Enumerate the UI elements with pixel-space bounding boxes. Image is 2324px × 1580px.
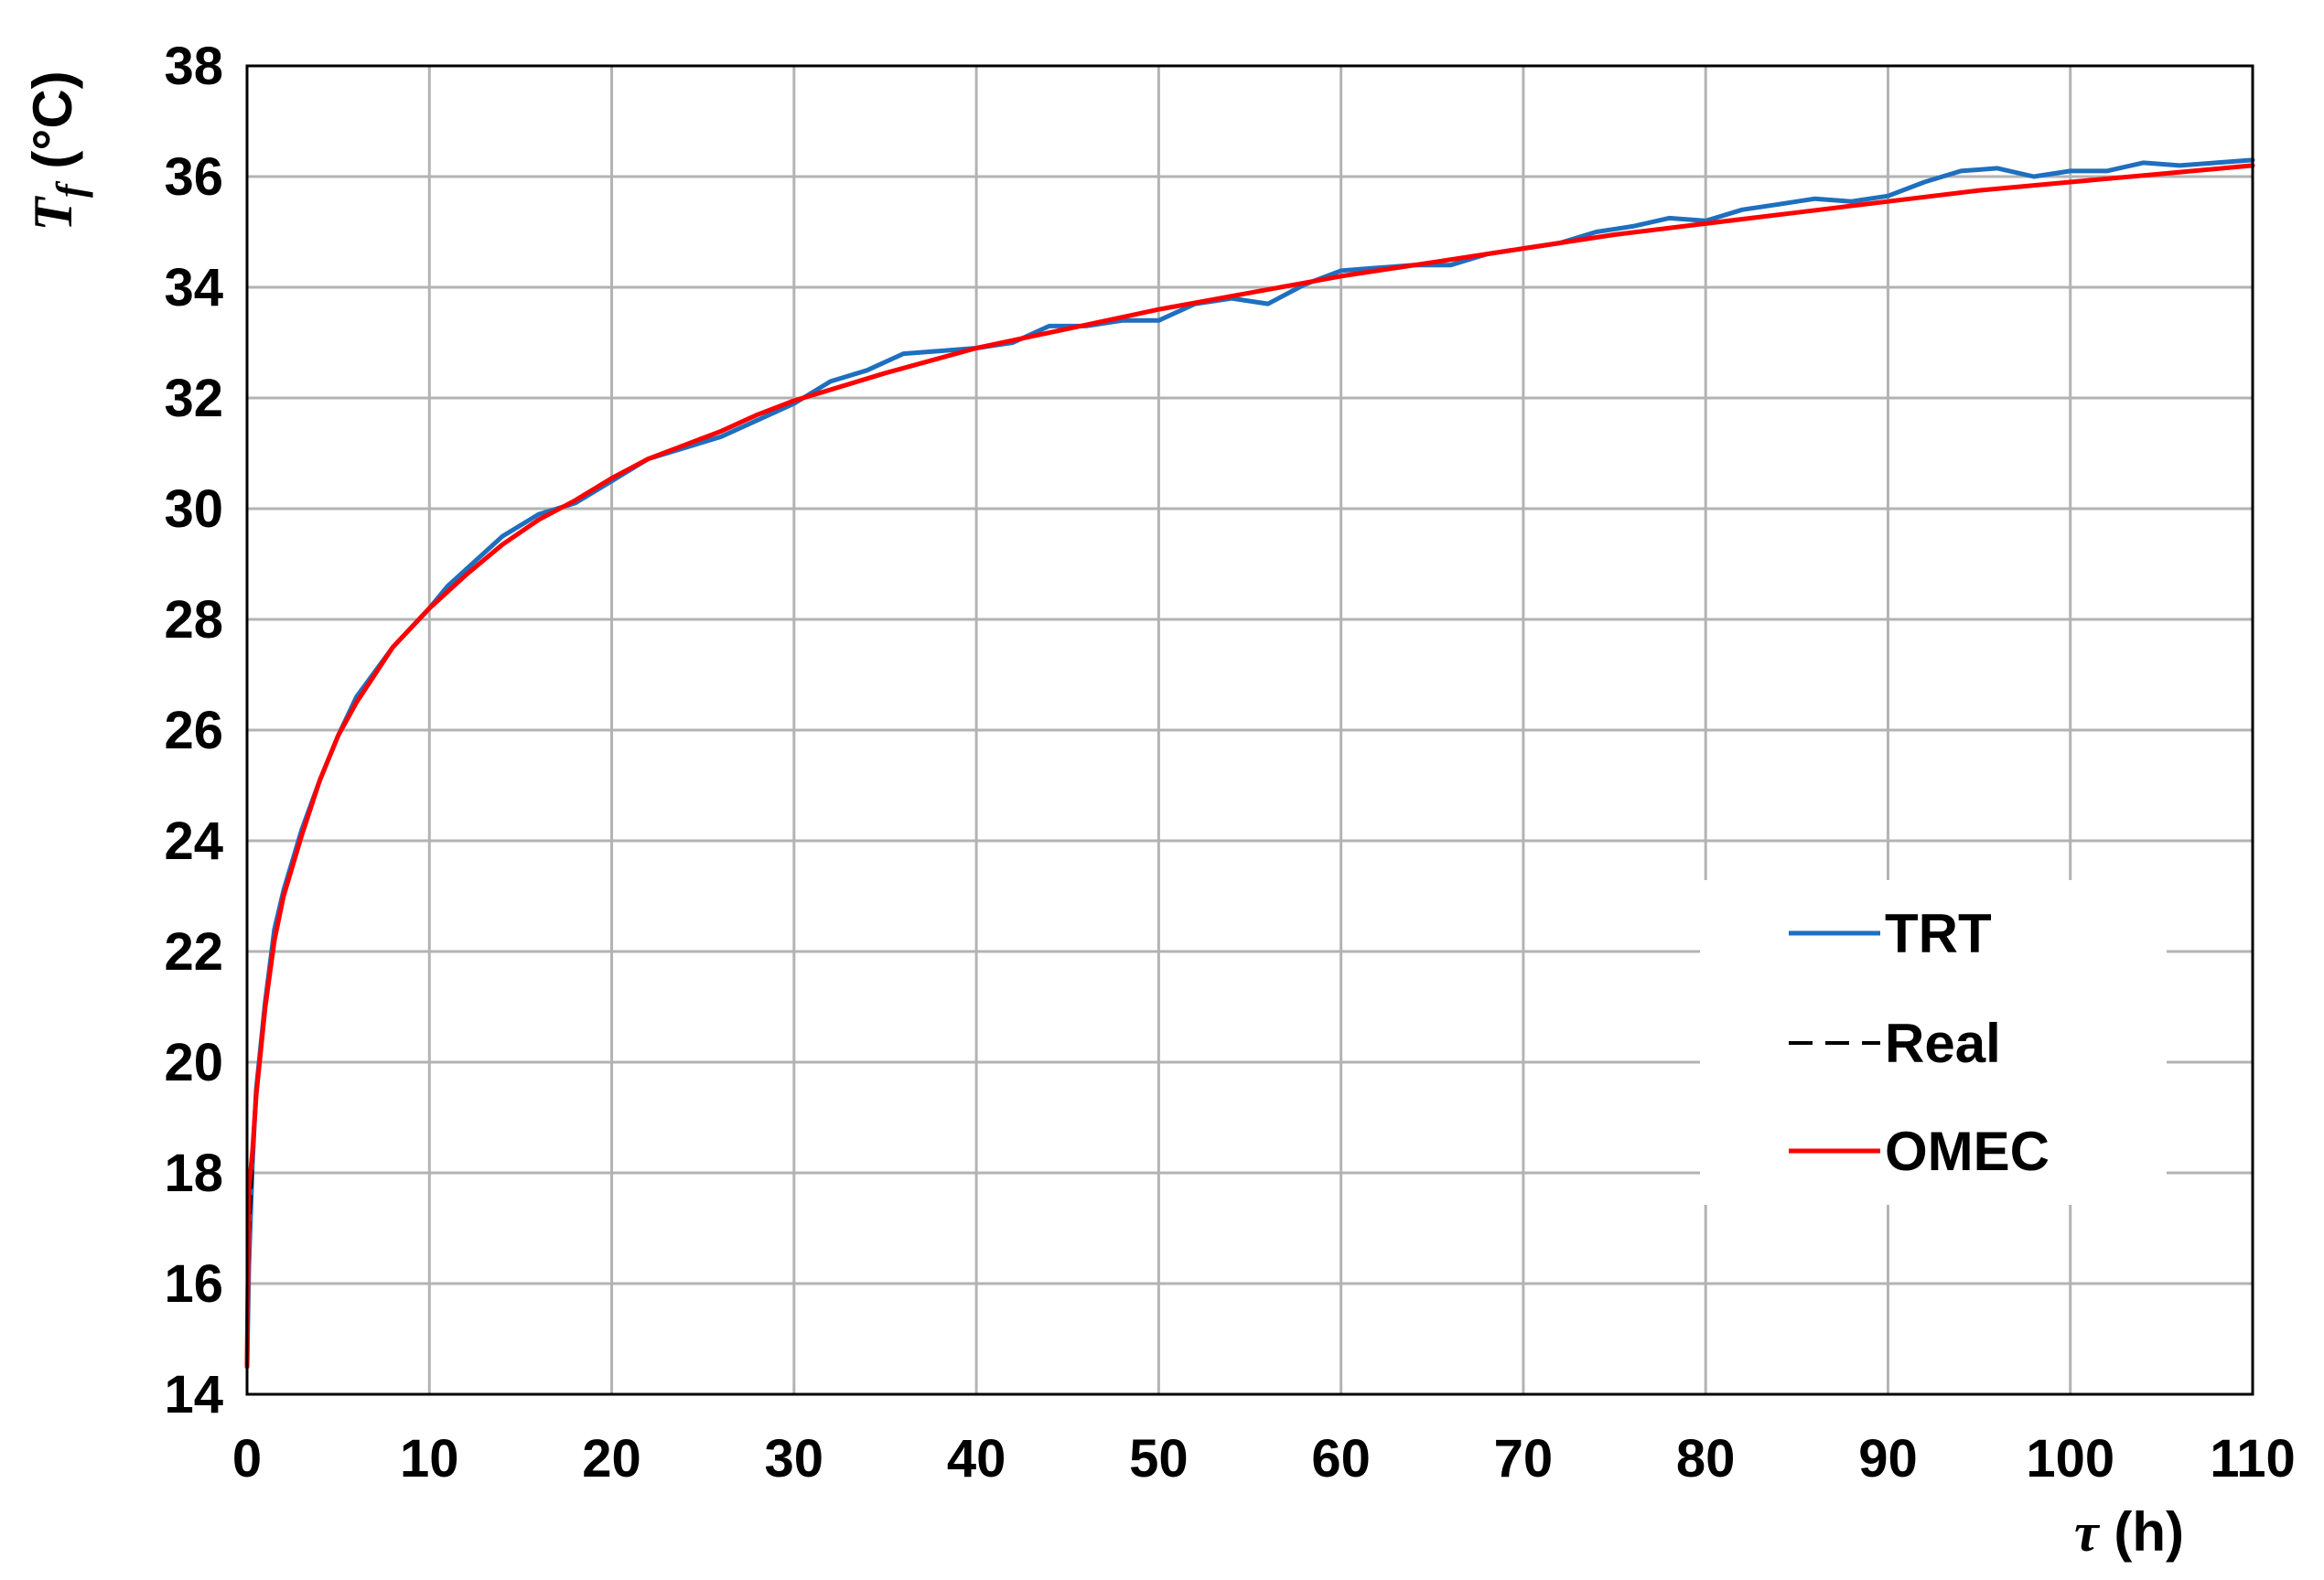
- legend: TRT Real OMEC: [1700, 880, 2167, 1205]
- y-axis-subscript: f: [48, 180, 93, 198]
- x-tick-label: 10: [400, 1429, 459, 1489]
- legend-label-omec: OMEC: [1885, 1121, 2050, 1182]
- series-line-omec: [244, 163, 2255, 1370]
- y-tick-label: 30: [164, 479, 223, 539]
- y-axis-symbol: T: [23, 196, 83, 231]
- legend-background: [1700, 880, 2167, 1205]
- x-axis-symbol: τ: [2074, 1502, 2101, 1563]
- legend-label-trt: TRT: [1885, 903, 1992, 964]
- x-axis-unit: (h): [2099, 1501, 2184, 1563]
- y-tick-label: 22: [164, 922, 223, 982]
- y-tick-labels: 14 16 18 20 22 24 26 28 30 32 34 36 38: [164, 37, 223, 1424]
- x-tick-label: 70: [1494, 1429, 1554, 1489]
- y-axis-title: Tf (°C): [22, 70, 93, 231]
- y-tick-label: 34: [164, 258, 223, 317]
- y-tick-label: 18: [164, 1144, 223, 1203]
- y-tick-label: 24: [164, 811, 223, 871]
- y-tick-label: 32: [164, 369, 223, 428]
- x-tick-label: 60: [1311, 1429, 1371, 1489]
- y-tick-label: 36: [164, 147, 223, 207]
- y-tick-label: 14: [164, 1365, 223, 1424]
- x-tick-label: 90: [1858, 1429, 1918, 1489]
- y-tick-label: 28: [164, 590, 223, 650]
- x-tick-label: 110: [2210, 1429, 2296, 1489]
- x-tick-label: 50: [1129, 1429, 1189, 1489]
- x-tick-label: 20: [582, 1429, 641, 1489]
- y-tick-label: 16: [164, 1254, 223, 1314]
- y-tick-label: 20: [164, 1033, 223, 1092]
- y-tick-label: 38: [164, 37, 223, 96]
- x-tick-label: 40: [947, 1429, 1006, 1489]
- y-tick-label: 26: [164, 701, 223, 760]
- x-axis-title: τ (h): [2074, 1501, 2184, 1563]
- series-lines: [244, 157, 2255, 1370]
- x-tick-labels: 0 10 20 30 40 50 60 70 80 90 100 110: [232, 1429, 2296, 1489]
- x-tick-label: 0: [232, 1429, 262, 1489]
- plot-area-frame: [245, 64, 2254, 1396]
- y-axis-unit: (°C): [22, 70, 83, 184]
- legend-label-real: Real: [1885, 1013, 2001, 1074]
- x-tick-label: 100: [2026, 1429, 2114, 1489]
- x-tick-label: 30: [765, 1429, 824, 1489]
- x-tick-label: 80: [1676, 1429, 1736, 1489]
